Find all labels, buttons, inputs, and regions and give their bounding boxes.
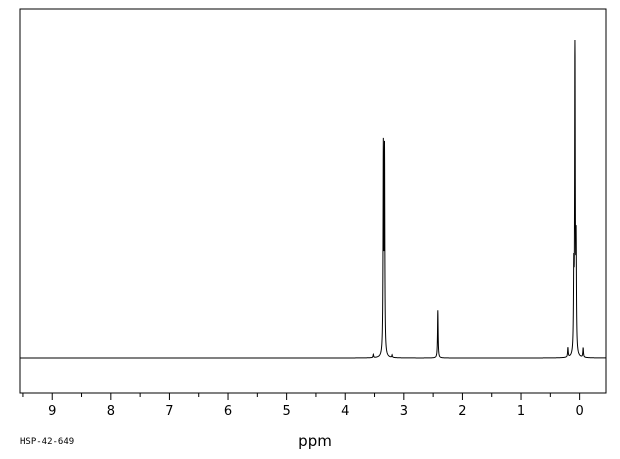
x-tick-label: 0 <box>575 404 583 419</box>
x-axis-tick-labels: 9 8 7 6 5 4 3 2 1 0 <box>48 404 584 419</box>
x-tick-label: 5 <box>282 404 290 419</box>
x-tick-label: 9 <box>48 404 56 419</box>
x-tick-label: 3 <box>400 404 408 419</box>
plot-frame <box>19 8 607 394</box>
spectrum-line <box>20 39 606 359</box>
spectrum-code-label: HSP-42-649 <box>20 437 75 447</box>
x-tick-label: 1 <box>517 404 525 419</box>
x-tick-label: 6 <box>224 404 232 419</box>
x-axis-title: ppm <box>298 432 332 450</box>
x-axis-ticks <box>22 393 581 400</box>
x-tick-label: 7 <box>165 404 173 419</box>
x-tick-label: 4 <box>341 404 349 419</box>
x-tick-label: 8 <box>107 404 115 419</box>
x-tick-label: 2 <box>458 404 466 419</box>
